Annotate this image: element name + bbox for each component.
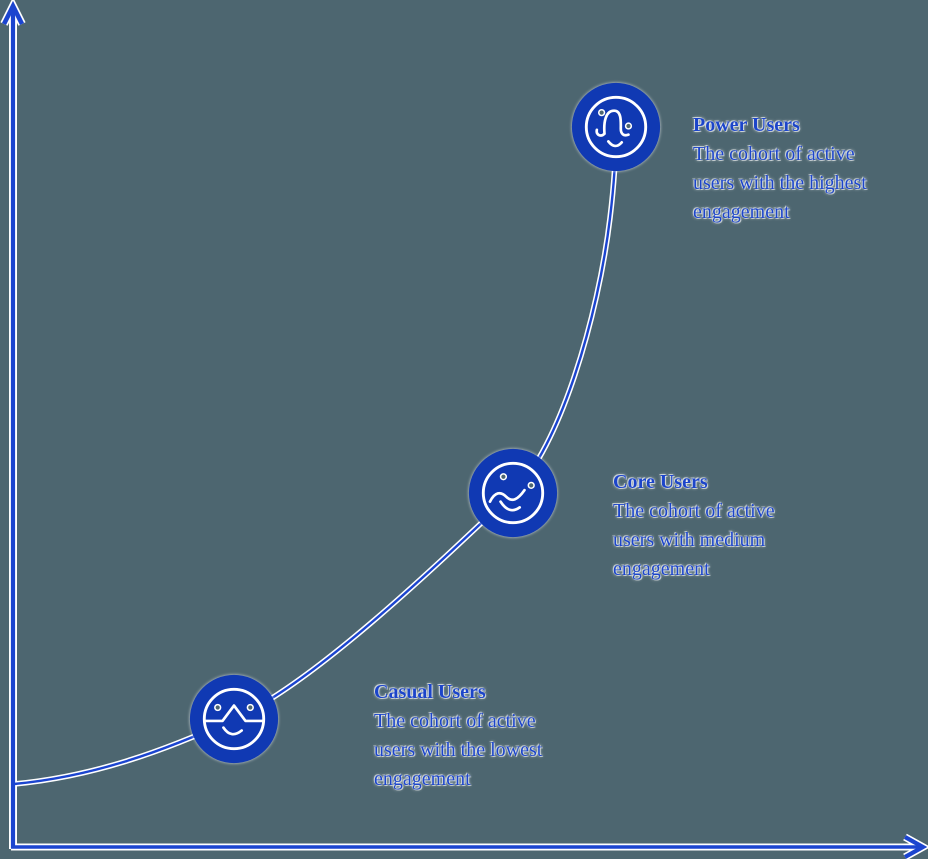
- node-power-users: [570, 81, 662, 173]
- y-axis-arrow: [1, 0, 25, 26]
- casual-user-face-icon: [189, 674, 279, 764]
- power-users-description: The cohort of active users with the high…: [693, 143, 867, 223]
- power-user-face-icon: [571, 82, 661, 172]
- label-casual-users: Casual Users The cohort of active users …: [374, 678, 624, 794]
- core-users-title: Core Users: [613, 471, 708, 493]
- casual-users-description: The cohort of active users with the lowe…: [374, 710, 543, 790]
- core-users-description: The cohort of active users with medium e…: [613, 500, 775, 580]
- x-axis-arrow: [903, 835, 928, 859]
- casual-users-title: Casual Users: [374, 681, 486, 703]
- label-power-users: Power Users The cohort of active users w…: [693, 111, 928, 227]
- node-casual-users: [188, 673, 280, 765]
- core-user-face-icon: [468, 448, 558, 538]
- label-core-users: Core Users The cohort of active users wi…: [613, 468, 863, 584]
- power-users-title: Power Users: [693, 114, 800, 136]
- growth-curve: [13, 127, 618, 786]
- node-core-users: [467, 447, 559, 539]
